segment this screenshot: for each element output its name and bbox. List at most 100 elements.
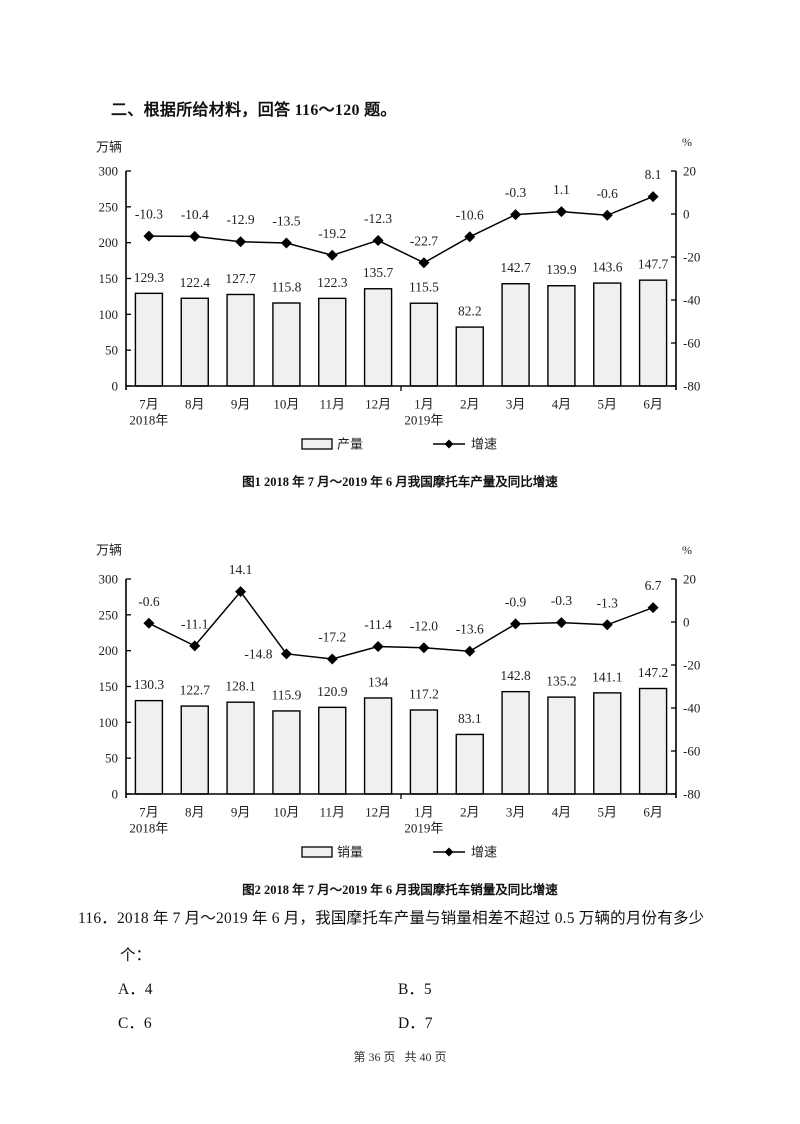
bar-value-label: 127.7 [225,271,256,286]
unit-label-left: 万辆 [96,140,122,155]
x-tick-label: 8月 [185,397,205,412]
bar [455,733,484,795]
bar [547,285,576,387]
y-tick-label-left: 250 [99,607,119,622]
option-b[interactable]: B．5 [398,981,432,998]
bar [593,692,622,795]
bar-value-label: 139.9 [546,262,577,277]
x-tick-label: 12月 [365,805,391,820]
bar [501,283,530,387]
x-tick-label: 5月 [597,805,617,820]
bar-value-label: 120.9 [317,684,348,699]
y-tick-label-right: 20 [683,164,696,179]
growth-line [148,195,654,264]
growth-value-label: -1.3 [597,595,619,610]
bar [226,701,255,795]
x-year-label: 2018年 [129,413,168,428]
bar-value-label: 147.2 [638,665,668,680]
x-year-label: 2019年 [404,821,443,836]
x-tick-label: 3月 [506,805,526,820]
section-heading: 二、根据所给材料，回答 116～120 题。 [111,102,397,119]
x-tick-label: 2月 [460,805,480,820]
bar [547,696,576,795]
line-marker-diamond-icon [326,653,338,665]
line-marker-diamond-icon [372,234,384,246]
x-tick-label: 9月 [231,397,251,412]
option-a[interactable]: A．4 [118,981,153,998]
chart-sales-svg: 万辆 % 130.3 122.7 128.1 115.9 120.9 134 117.2 83.1… [96,543,700,860]
line-marker-diamond-icon [601,619,613,631]
line-marker-diamond-icon [555,617,567,629]
bar [638,687,668,795]
x-tick-label: 2月 [460,397,480,412]
growth-value-label: -12.0 [410,618,438,633]
y-tick-label-left: 50 [105,751,118,766]
bar [363,697,393,795]
line-marker-diamond-icon [647,191,659,203]
bar [180,297,209,387]
y-tick-label-right: -40 [683,701,700,716]
line-marker-diamond-icon [189,230,201,242]
growth-value-label: -19.2 [318,226,346,241]
y-tick-label-left: 0 [112,787,119,802]
x-tick-label: 11月 [319,805,345,820]
growth-value-label: -0.3 [551,593,573,608]
bar-value-label: 122.7 [180,683,211,698]
bar-value-label: 141.1 [592,669,622,684]
y-tick-label-right: 20 [683,572,696,587]
y-tick-label-left: 250 [99,199,119,214]
bar-value-label: 135.7 [363,265,394,280]
legend-line-label: 增速 [471,437,497,452]
option-c[interactable]: C．6 [118,1015,152,1032]
option-d[interactable]: D．7 [398,1015,433,1032]
growth-value-label: -10.6 [456,207,484,222]
growth-value-label: -0.3 [505,185,527,200]
x-tick-label: 10月 [273,397,299,412]
y-tick-label-right: -60 [683,336,700,351]
line-marker-diamond-icon [372,641,384,653]
x-year-label: 2018年 [129,821,168,836]
legend-bar-label: 产量 [337,437,363,452]
bar-value-label: 142.8 [500,668,531,683]
growth-value-label: 14.1 [229,562,253,577]
growth-value-label: -14.8 [244,646,272,661]
y-tick-label-right: -60 [683,744,700,759]
growth-value-label: -13.6 [456,622,484,637]
chart-production-caption: 图1 2018 年 7 月～2019 年 6 月我国摩托车产量及同比增速 [242,475,558,489]
x-tick-label: 9月 [231,805,251,820]
line-marker-diamond-icon [235,586,247,598]
line-marker-diamond-icon [280,648,292,660]
growth-value-label: -11.4 [364,617,392,632]
legend-bar-swatch [301,438,333,450]
line-marker-diamond-icon [510,209,522,221]
bar-value-label: 129.3 [134,270,165,285]
growth-line [148,590,654,660]
legend-diamond-icon [444,439,454,449]
bar [134,292,164,387]
bar [272,710,301,795]
line-marker-diamond-icon [555,206,567,218]
y-tick-label-left: 300 [99,164,119,179]
growth-value-label: -12.9 [227,212,255,227]
line-marker-diamond-icon [235,236,247,248]
legend-line-label: 增速 [471,845,497,860]
line-marker-diamond-icon [647,602,659,614]
legend-diamond-icon [444,847,454,857]
x-tick-label: 11月 [319,397,345,412]
x-tick-label: 8月 [185,805,205,820]
bar-value-label: 115.5 [409,280,439,295]
line-marker-diamond-icon [464,231,476,243]
y-tick-label-left: 50 [105,343,118,358]
y-tick-label-left: 0 [112,379,119,394]
bar-value-label: 115.9 [271,687,301,702]
y-tick-label-right: -20 [683,250,700,265]
growth-value-label: -11.1 [181,616,209,631]
growth-value-label: -12.3 [364,211,392,226]
bar [134,699,164,795]
x-tick-label: 6月 [643,397,663,412]
growth-value-label: -10.3 [135,207,163,222]
chart-production-svg: 万辆 % 129.3 122.4 127.7 115.8 122.3 135.7 115.5 82… [96,135,700,452]
bar-value-label: 135.2 [546,674,576,689]
bar [593,282,622,387]
bar [638,279,668,387]
